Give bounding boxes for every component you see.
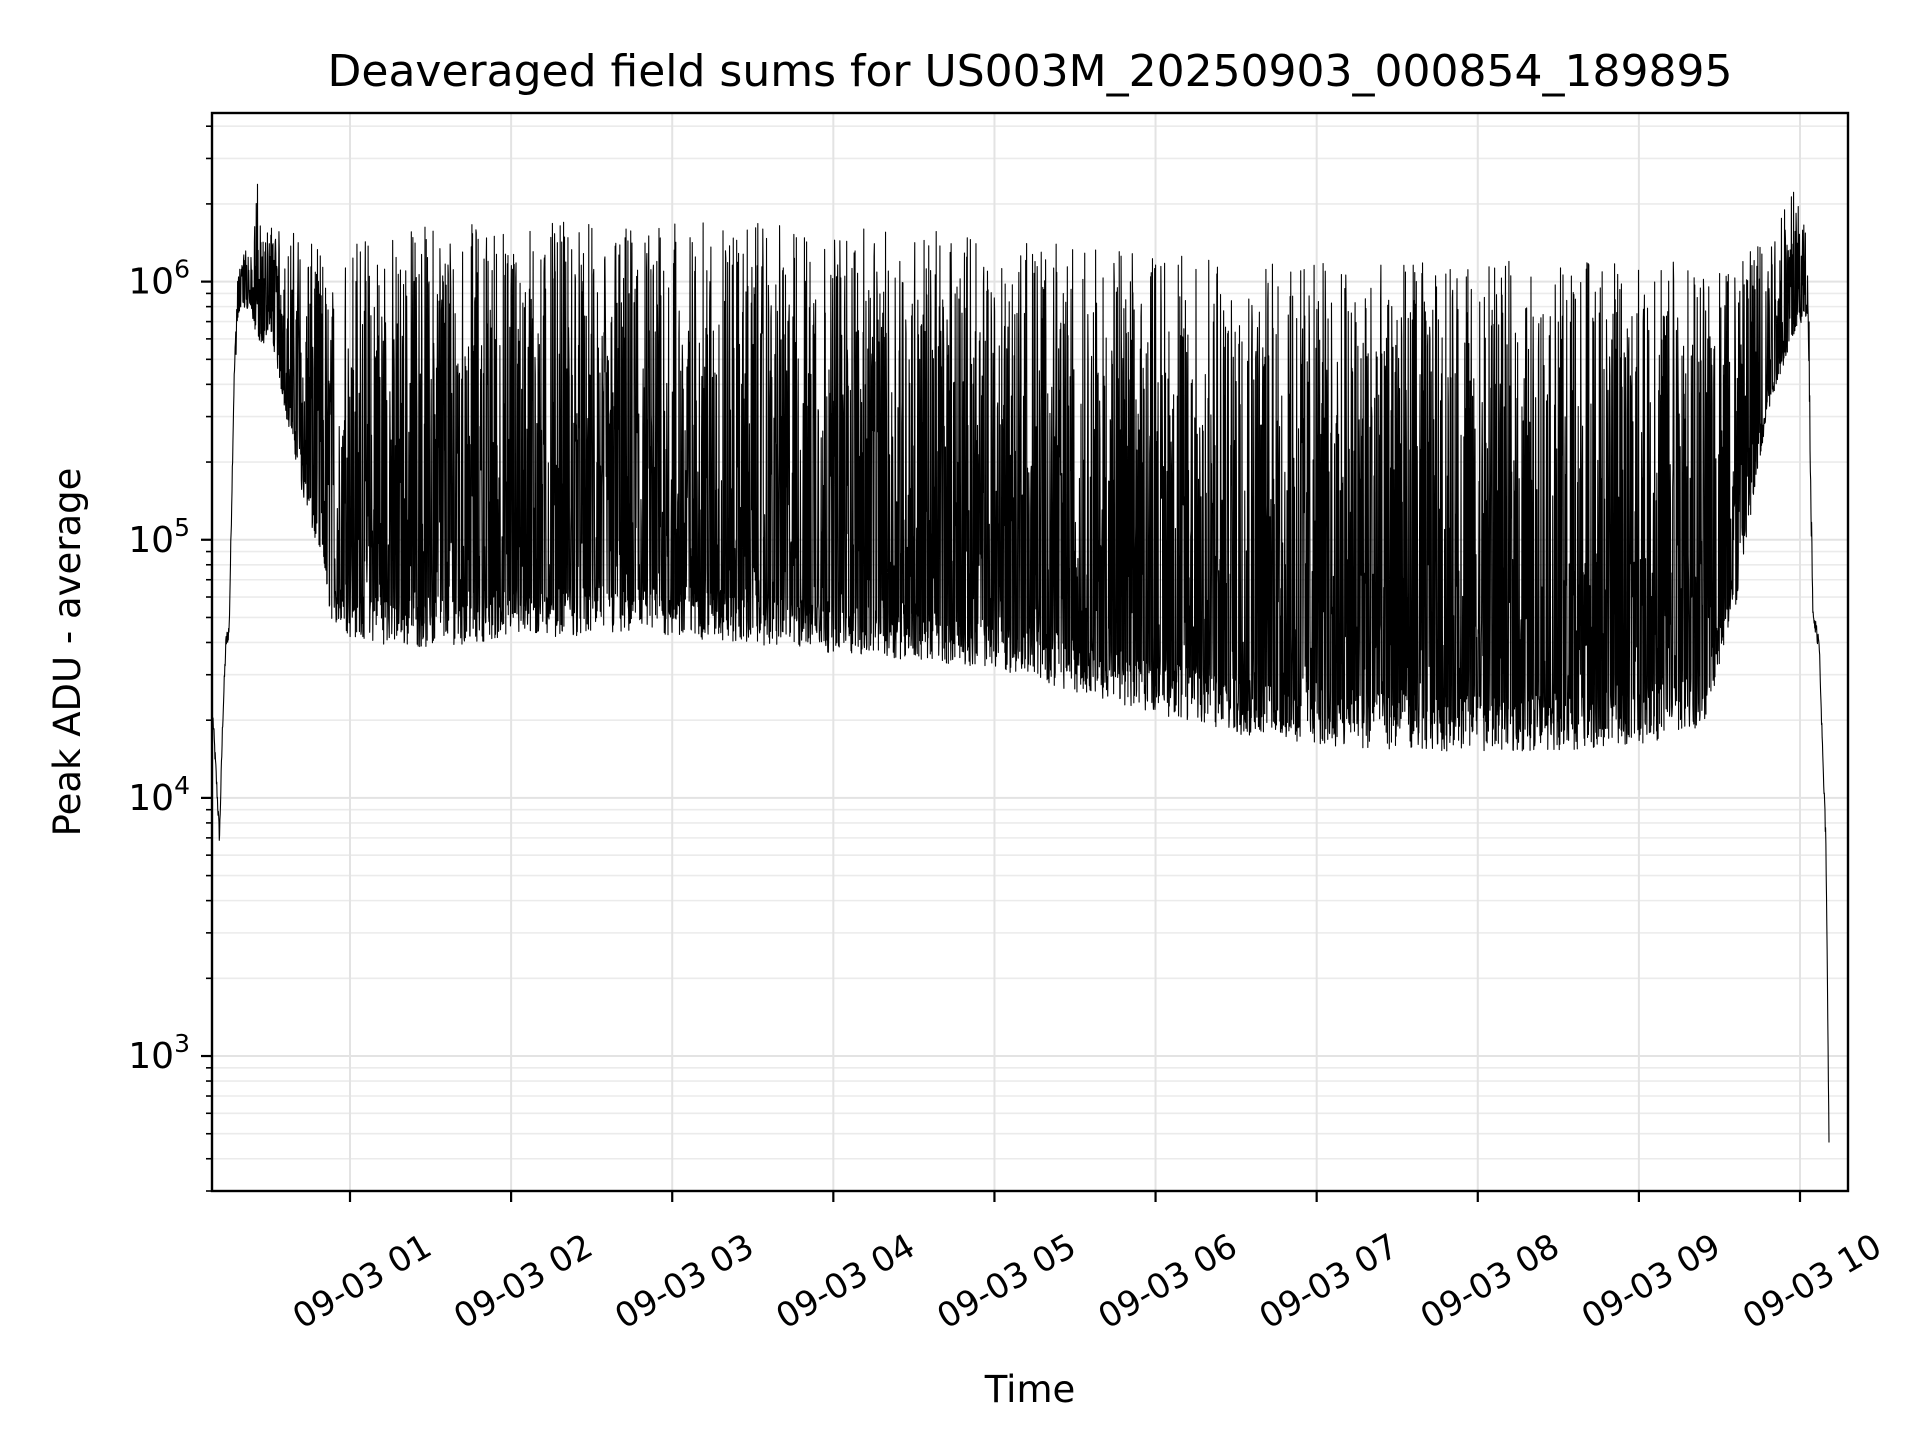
chart-title: Deaveraged field sums for US003M_2025090… — [328, 46, 1733, 97]
y-tick-label: 106 — [128, 255, 190, 303]
series-line — [212, 183, 1830, 1143]
y-tick-label: 104 — [128, 771, 190, 819]
plot-frame — [210, 111, 1850, 1193]
series-group — [212, 183, 1830, 1143]
y-tick-label: 103 — [128, 1029, 190, 1077]
x-axis-label: Time — [984, 1368, 1076, 1411]
y-axis: 103 104 105 106 — [128, 125, 212, 1192]
y-axis-label: Peak ADU - average — [46, 468, 89, 837]
y-tick-label: 105 — [128, 513, 190, 561]
